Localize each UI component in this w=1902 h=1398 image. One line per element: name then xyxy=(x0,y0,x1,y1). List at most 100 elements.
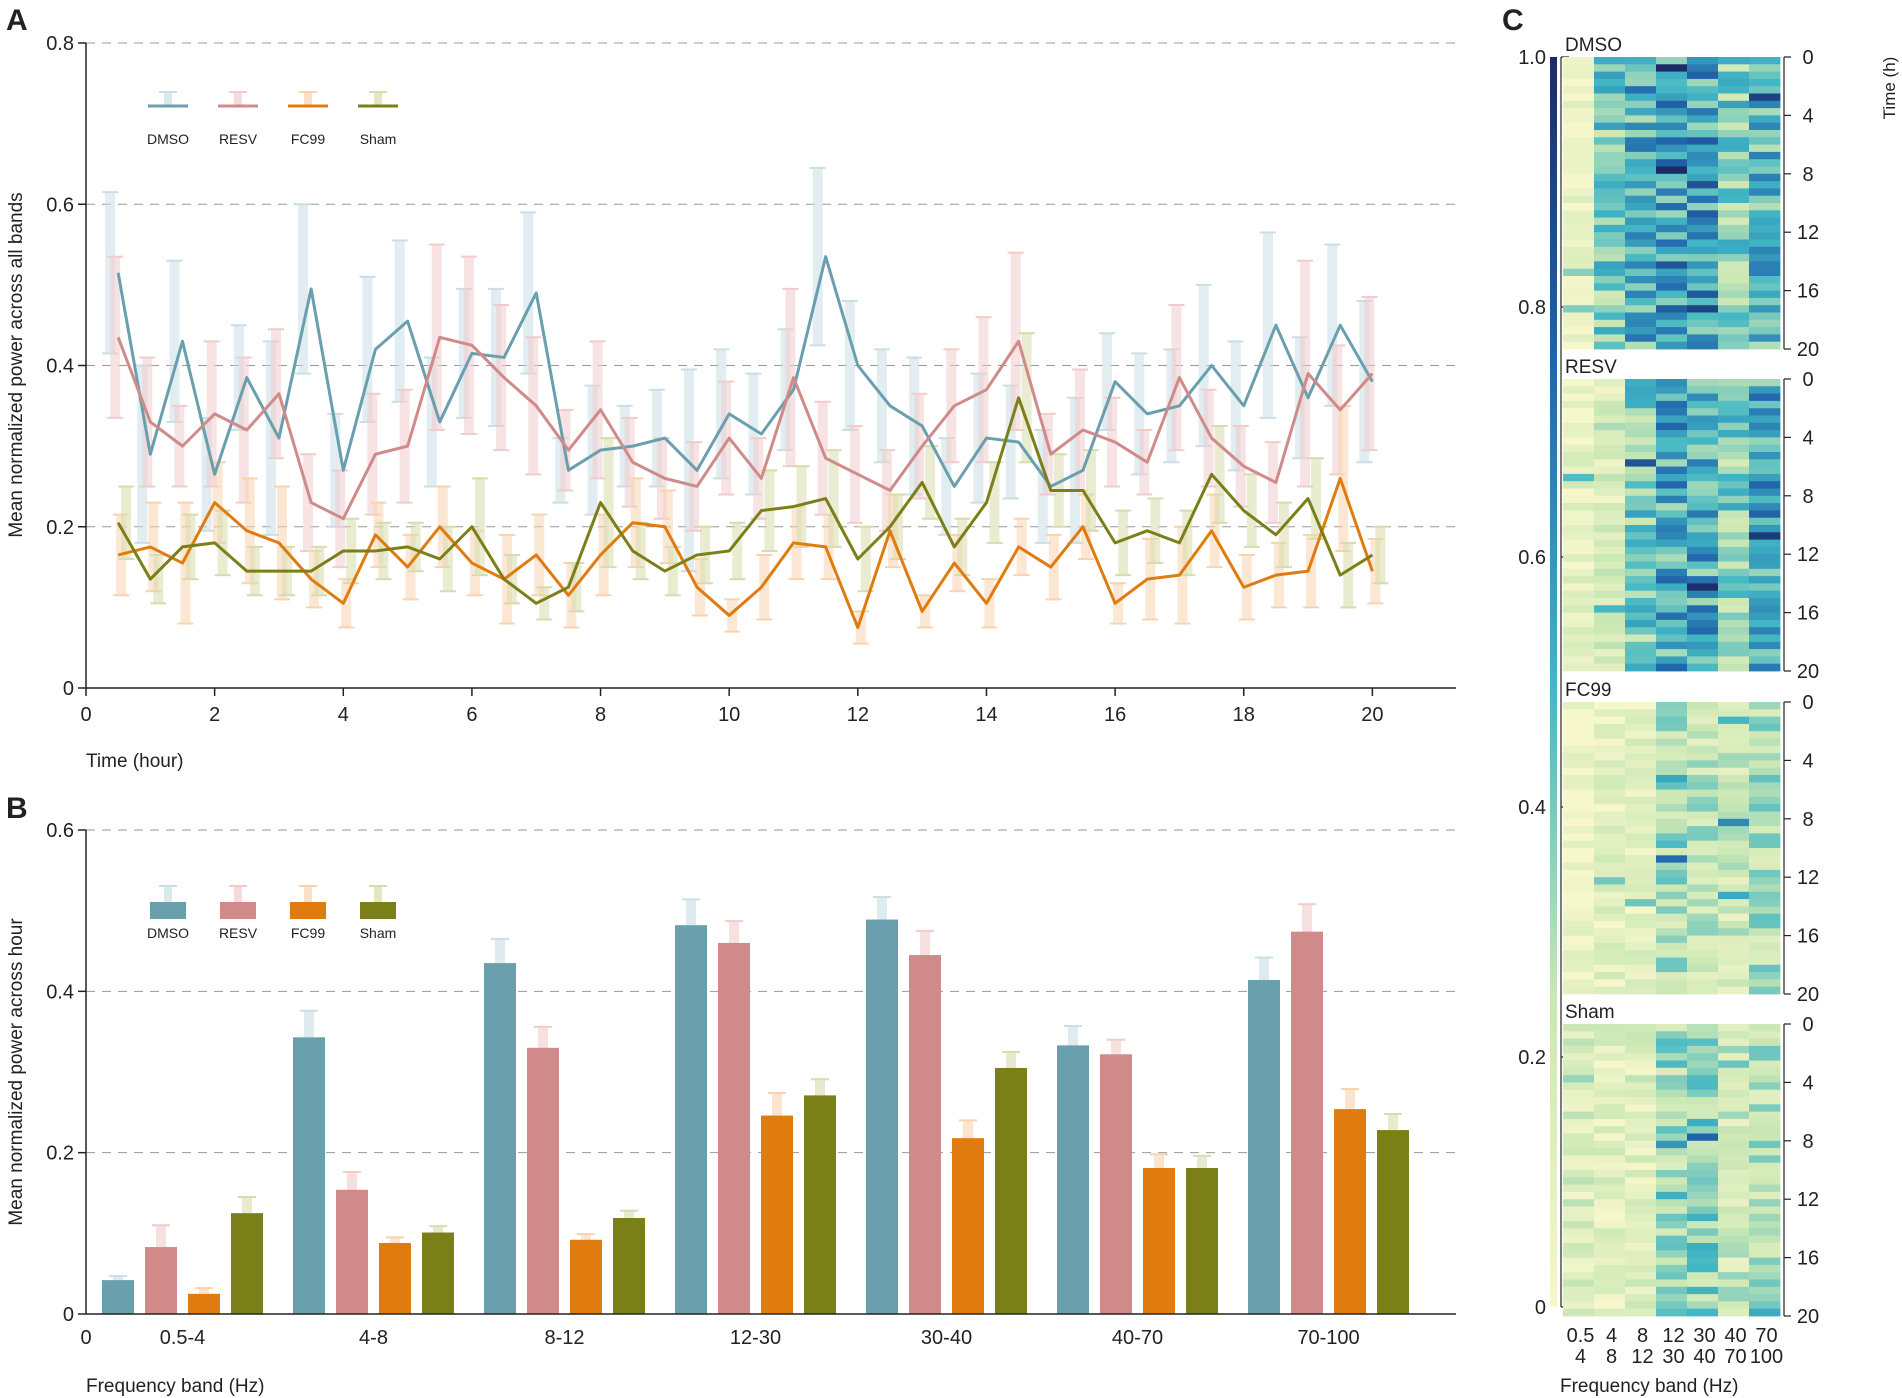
heatmap-cell xyxy=(1594,261,1626,270)
heatmap-cell xyxy=(1625,745,1657,754)
time-tick-label: 16 xyxy=(1797,1248,1819,1270)
heatmap-cell xyxy=(1718,767,1750,776)
heatmap-cell xyxy=(1656,71,1688,80)
heatmap-cell xyxy=(1749,312,1781,321)
heatmap-cell xyxy=(1563,327,1595,335)
heatmap-cell xyxy=(1718,605,1750,613)
colorbar-tick-label: 0.8 xyxy=(1518,297,1546,319)
heatmap-cell xyxy=(1594,576,1626,584)
heatmap-cell xyxy=(1749,466,1781,475)
heatmap-cell xyxy=(1687,605,1719,613)
heatmap-cell xyxy=(1749,1235,1781,1244)
x-tick-label: 20 xyxy=(1361,704,1383,726)
time-tick-label: 0 xyxy=(1802,369,1813,391)
heatmap-cell xyxy=(1718,130,1750,138)
heatmap-cell xyxy=(1625,605,1657,613)
y-ticks: 0 0.2 0.4 0.6 xyxy=(46,820,86,1326)
heatmap-cell xyxy=(1594,1294,1626,1302)
heatmap-cell xyxy=(1749,1097,1781,1105)
error-band-fc99 xyxy=(212,462,223,543)
heatmap-cell xyxy=(1718,1257,1750,1266)
heatmap-cell xyxy=(1656,811,1688,820)
heatmap-cell xyxy=(1687,386,1719,394)
heatmap-cell xyxy=(1656,1133,1688,1142)
heatmap-cell xyxy=(1563,181,1595,189)
heatmap-cell xyxy=(1687,290,1719,299)
heatmap-cell xyxy=(1563,224,1595,233)
heatmap-cell xyxy=(1718,738,1750,747)
heatmap-cell xyxy=(1563,1133,1595,1142)
heatmap-cell xyxy=(1594,804,1626,812)
heatmap-cell xyxy=(1563,1170,1595,1178)
bar-resv-70-100 xyxy=(1291,931,1323,1314)
heatmap-cell xyxy=(1749,503,1781,511)
heatmap-cell xyxy=(1718,1024,1750,1032)
heatmap-cell xyxy=(1718,641,1750,650)
heatmap-cell xyxy=(1749,972,1781,980)
heatmap-cell xyxy=(1563,1308,1595,1317)
heatmap-cell xyxy=(1563,246,1595,255)
heatmap-cell xyxy=(1656,1294,1688,1302)
heatmap-cell xyxy=(1687,203,1719,211)
heatmap-cell xyxy=(1718,921,1750,929)
heatmap-cell xyxy=(1625,261,1657,270)
heatmap-cell xyxy=(1718,466,1750,475)
time-tick-label: 20 xyxy=(1797,1306,1819,1328)
heatmap-cell xyxy=(1656,144,1688,153)
heatmap-cell xyxy=(1594,745,1626,754)
heatmap-cell xyxy=(1687,554,1719,562)
heatmap-cell xyxy=(1718,840,1750,849)
heatmap-cell xyxy=(1563,576,1595,584)
heatmap-cell xyxy=(1594,312,1626,321)
legend-label: DMSO xyxy=(147,131,189,147)
heatmap-cell xyxy=(1563,1213,1595,1222)
heatmap-cell xyxy=(1563,466,1595,475)
heatmap-cell xyxy=(1718,1264,1750,1273)
heatmap-cell xyxy=(1718,1097,1750,1105)
heatmap-cell xyxy=(1718,444,1750,453)
heatmap-cell xyxy=(1625,1148,1657,1156)
heatmap-cell xyxy=(1718,100,1750,109)
heatmap-cell xyxy=(1563,796,1595,805)
heatmap-cell xyxy=(1749,583,1781,592)
heatmap-cell xyxy=(1749,554,1781,562)
heatmap-cell xyxy=(1594,964,1626,973)
heatmap-cell xyxy=(1718,906,1750,915)
legend-bar-swatch xyxy=(150,902,186,919)
heatmap-cell xyxy=(1718,319,1750,328)
heatmap-cell xyxy=(1656,1257,1688,1266)
heatmap-cell xyxy=(1625,1126,1657,1134)
heatmap-cell xyxy=(1656,964,1688,973)
heatmap-cell xyxy=(1656,656,1688,665)
heatmap-cell xyxy=(1625,224,1657,233)
heatmap-cell xyxy=(1656,972,1688,980)
heatmap-cell xyxy=(1749,826,1781,834)
legend-error-swatch xyxy=(304,886,312,902)
heatmap-cell xyxy=(1718,217,1750,226)
legend-item-sham: Sham xyxy=(360,885,396,941)
heatmap-cell xyxy=(1656,437,1688,446)
heatmap-cell xyxy=(1687,239,1719,248)
heatmap-cell xyxy=(1563,1184,1595,1193)
heatmap-cell xyxy=(1563,122,1595,131)
error-bar-sham xyxy=(242,1197,252,1214)
error-band-sham xyxy=(314,546,325,596)
heatmap-cell xyxy=(1625,415,1657,424)
error-band-resv xyxy=(753,438,764,519)
heatmap-cell xyxy=(1594,327,1626,335)
heatmap-cell xyxy=(1594,935,1626,944)
bar-fc99-40-70 xyxy=(1143,1167,1175,1314)
band-low-label: 4 xyxy=(1606,1325,1617,1347)
heatmap-cell xyxy=(1594,1133,1626,1142)
heatmap-cell xyxy=(1594,115,1626,124)
error-bar-sham xyxy=(624,1210,634,1219)
time-tick-label: 20 xyxy=(1797,339,1819,361)
heatmap-cell xyxy=(1594,1264,1626,1273)
heatmap-cell xyxy=(1656,379,1688,387)
heatmap-cell xyxy=(1749,899,1781,907)
heatmap-cell xyxy=(1625,554,1657,562)
heatmap-cell xyxy=(1563,627,1595,635)
heatmap-cell xyxy=(1656,1228,1688,1237)
heatmap-cell xyxy=(1563,1111,1595,1120)
